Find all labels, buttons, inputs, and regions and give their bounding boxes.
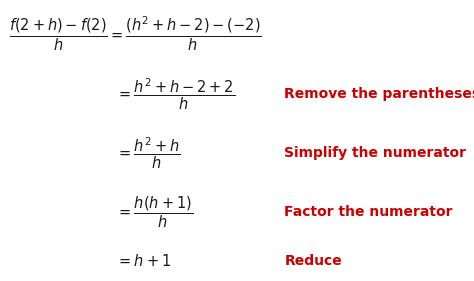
Text: Factor the numerator: Factor the numerator (284, 205, 453, 219)
Text: Reduce: Reduce (284, 254, 342, 268)
Text: Remove the parentheses: Remove the parentheses (284, 87, 474, 101)
Text: Simplify the numerator: Simplify the numerator (284, 146, 466, 160)
Text: $\dfrac{f(2+h)-f(2)}{h} = \dfrac{\left(h^2+h-2\right)-(-2)}{h}$: $\dfrac{f(2+h)-f(2)}{h} = \dfrac{\left(h… (9, 15, 263, 53)
Text: $= h+1$: $= h+1$ (116, 253, 171, 269)
Text: $= \dfrac{h^2+h}{h}$: $= \dfrac{h^2+h}{h}$ (116, 135, 181, 171)
Text: $= \dfrac{h(h+1)}{h}$: $= \dfrac{h(h+1)}{h}$ (116, 194, 193, 230)
Text: $= \dfrac{h^2+h-2+2}{h}$: $= \dfrac{h^2+h-2+2}{h}$ (116, 76, 235, 112)
